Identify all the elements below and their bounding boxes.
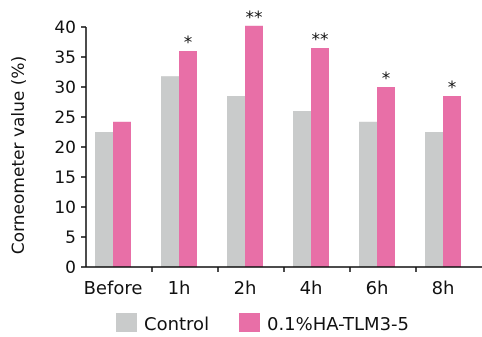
bar-treatment (179, 51, 197, 267)
y-tick-label: 25 (54, 108, 76, 128)
bar-treatment (113, 121, 131, 267)
significance-marker: * (184, 33, 193, 53)
bar-control (293, 111, 311, 267)
x-tick-label: 8h (432, 278, 455, 299)
significance-group: ****** * (184, 8, 457, 98)
significance-marker: ** (246, 8, 263, 28)
bar-treatment (311, 48, 329, 267)
bar-control (95, 132, 113, 267)
bar-control (359, 121, 377, 267)
x-tick-label: 1h (168, 278, 191, 299)
x-tick-label: 6h (366, 278, 389, 299)
x-tick-label: 4h (300, 278, 323, 299)
significance-marker: ** (312, 30, 329, 50)
bar-treatment (443, 96, 461, 267)
y-tick-label: 40 (54, 18, 76, 38)
bars-group (95, 25, 461, 267)
legend-swatch (116, 313, 137, 332)
bar-treatment (377, 87, 395, 267)
bar-control (161, 76, 179, 267)
significance-marker: * (382, 69, 391, 89)
bar-control (227, 96, 245, 267)
y-tick-label: 15 (54, 168, 76, 188)
y-tick-label: 5 (65, 228, 76, 248)
y-tick-label: 35 (54, 48, 76, 68)
significance-marker: * (448, 78, 457, 98)
legend-label: 0.1%HA-TLM3-5 (267, 314, 409, 335)
y-tick-label: 20 (54, 138, 76, 158)
x-labels-group: Before 1h 2h 4h 6h 8h (84, 278, 455, 299)
y-tick-label: 30 (54, 78, 76, 98)
bar-treatment (245, 25, 263, 267)
y-ticks-group: 0 5 10 15 20 25 30 35 40 (54, 18, 417, 278)
legend: Control 0.1%HA-TLM3-5 (116, 313, 409, 335)
y-tick-label: 0 (65, 258, 76, 278)
legend-swatch (239, 313, 260, 332)
bar-control (425, 132, 443, 267)
x-tick-label: 2h (234, 278, 257, 299)
y-tick-label: 10 (54, 198, 76, 218)
y-axis-title: Corneometer value (%) (9, 56, 29, 254)
legend-label: Control (144, 314, 209, 335)
x-tick-label: Before (84, 278, 143, 299)
